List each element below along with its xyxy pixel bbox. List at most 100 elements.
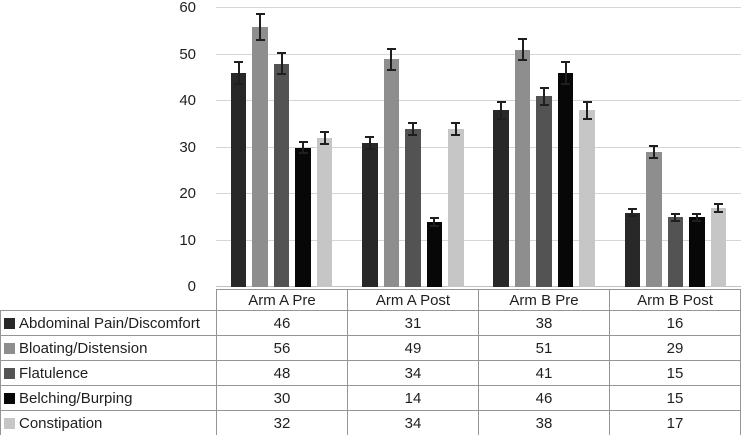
y-tick-label: 60: [179, 0, 196, 16]
value-cell: 29: [609, 335, 741, 361]
value-cell: 46: [216, 310, 348, 336]
series-name: Belching/Burping: [19, 389, 133, 407]
gridline: [216, 53, 741, 55]
legend-swatch: [4, 392, 15, 404]
bar: [514, 49, 531, 287]
value-cell: 34: [347, 360, 479, 386]
category-header-cell: Arm B Post: [609, 289, 741, 311]
bar: [383, 59, 400, 287]
error-bar: [713, 203, 723, 213]
bar: [579, 110, 595, 287]
series-label-cell: Abdominal Pain/Discomfort: [0, 310, 217, 336]
gridline: [216, 100, 741, 101]
bar: [689, 217, 705, 287]
table-row: Bloating/Distension 56 49 51 29: [0, 335, 741, 361]
error-bar: [408, 121, 418, 136]
bar-group: [216, 8, 347, 287]
error-bar: [582, 101, 592, 120]
bar: [252, 26, 268, 287]
gridline: [216, 286, 741, 287]
error-bar: [255, 12, 265, 41]
bar-group: [479, 8, 610, 287]
series-name: Flatulence: [19, 364, 89, 382]
bar: [405, 128, 421, 287]
bar: [273, 63, 290, 287]
error-bar: [539, 87, 549, 106]
error-bar: [496, 101, 506, 120]
gridline: [216, 239, 741, 241]
table-row: Flatulence 48 34 41 15: [0, 360, 741, 386]
category-header-cell: Arm A Post: [347, 289, 479, 311]
category-header-cell: Arm A Pre: [216, 289, 348, 311]
value-cell: 56: [216, 335, 348, 361]
error-bar: [365, 135, 375, 150]
error-bar: [298, 140, 308, 155]
legend-swatch: [4, 367, 15, 379]
error-bar: [692, 212, 702, 223]
gridline: [216, 193, 741, 194]
value-cell: 48: [216, 360, 348, 386]
value-cell: 30: [216, 385, 348, 411]
error-bar: [234, 61, 244, 85]
value-cell: 17: [609, 410, 741, 435]
category-header-cell: Arm B Pre: [478, 289, 610, 311]
bar: [536, 96, 552, 287]
series-label-cell: Flatulence: [0, 360, 217, 386]
value-cell: 41: [478, 360, 610, 386]
table-row: Abdominal Pain/Discomfort 46 31 38 16: [0, 310, 741, 336]
value-cell: 49: [347, 335, 479, 361]
bar: [426, 221, 443, 287]
series-label-cell: Constipation: [0, 410, 217, 435]
error-bar: [277, 52, 287, 76]
series-name: Constipation: [19, 414, 103, 432]
bar: [667, 217, 684, 287]
bar: [295, 147, 311, 287]
y-tick-label: 30: [179, 138, 196, 156]
y-tick-label: 0: [187, 278, 196, 295]
error-bar: [649, 145, 659, 160]
table-row: Constipation 32 34 38 17: [0, 410, 741, 435]
y-tick-label: 40: [179, 92, 196, 109]
plot-area: [216, 7, 741, 287]
bar-group: [347, 8, 478, 287]
data-table-header: Arm A Pre Arm A Post Arm B Pre Arm B Post: [1, 289, 741, 311]
y-tick-label: 20: [179, 185, 196, 202]
y-axis-labels: 0 10 20 30 40 50 60: [150, 0, 206, 295]
table-row: Belching/Burping 30 14 46 15: [0, 385, 741, 411]
bar: [316, 138, 333, 287]
value-cell: 51: [478, 335, 610, 361]
error-bar: [518, 38, 528, 62]
bar: [710, 207, 727, 287]
bar: [230, 73, 247, 287]
series-label-cell: Belching/Burping: [0, 385, 217, 411]
gridline: [216, 146, 741, 148]
series-label-cell: Bloating/Distension: [0, 335, 217, 361]
value-cell: 31: [347, 310, 479, 336]
series-name: Abdominal Pain/Discomfort: [19, 314, 200, 332]
value-cell: 16: [609, 310, 741, 336]
error-bar: [451, 121, 461, 136]
error-bar: [670, 212, 680, 223]
bar-group: [610, 8, 741, 287]
legend-swatch: [4, 342, 15, 354]
bar: [493, 110, 509, 287]
series-name: Bloating/Distension: [19, 339, 148, 357]
bar: [624, 212, 641, 287]
bar: [557, 73, 574, 287]
table-header-row: Arm A Pre Arm A Post Arm B Pre Arm B Post: [1, 289, 741, 311]
value-cell: 32: [216, 410, 348, 435]
value-cell: 15: [609, 360, 741, 386]
legend-swatch: [4, 317, 15, 329]
error-bar: [320, 131, 330, 146]
value-cell: 14: [347, 385, 479, 411]
data-table-body: Abdominal Pain/Discomfort 46 31 38 16 Bloatin…: [0, 310, 741, 435]
value-cell: 34: [347, 410, 479, 435]
y-tick-label: 10: [179, 231, 196, 249]
error-bar: [429, 217, 439, 227]
value-cell: 38: [478, 310, 610, 336]
error-bar: [561, 61, 571, 85]
value-cell: 46: [478, 385, 610, 411]
bar-chart: 0 10 20 30 40 50 60: [150, 0, 741, 295]
y-tick-label: 50: [179, 45, 196, 63]
